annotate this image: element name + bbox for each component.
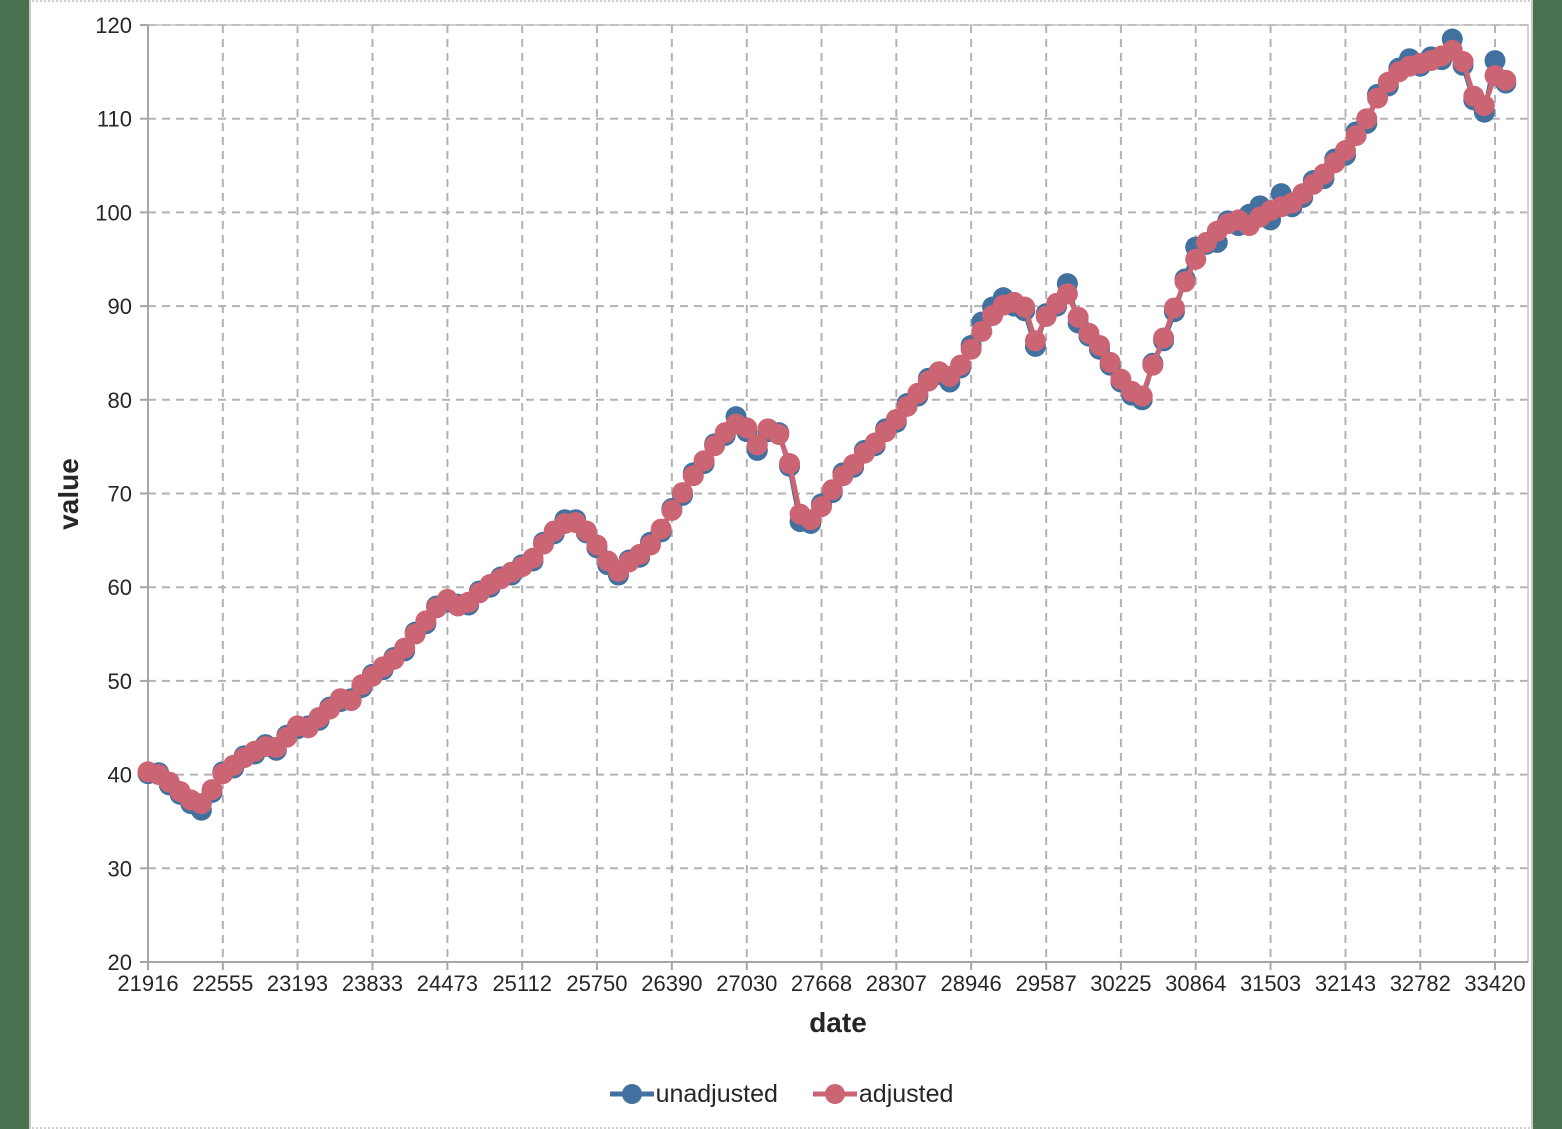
legend-label-unadjusted: unadjusted	[655, 1079, 778, 1108]
data-point-adjusted	[1185, 248, 1207, 270]
y-tick-label: 90	[108, 294, 132, 319]
data-point-adjusted	[1142, 354, 1164, 376]
data-point-adjusted	[1131, 385, 1153, 407]
data-point-adjusted	[1014, 296, 1036, 318]
x-tick-label: 23193	[267, 971, 328, 996]
x-tick-label: 28307	[866, 971, 927, 996]
data-point-adjusted	[1174, 271, 1196, 293]
series-adjusted	[137, 39, 1517, 815]
y-tick-label: 120	[95, 13, 132, 38]
data-point-adjusted	[682, 465, 704, 487]
x-tick-label: 30225	[1090, 971, 1151, 996]
data-point-adjusted	[811, 496, 832, 518]
x-tick-label: 27668	[791, 971, 852, 996]
data-point-adjusted	[779, 453, 801, 475]
x-tick-label: 31503	[1240, 971, 1301, 996]
data-point-adjusted	[1334, 140, 1356, 162]
x-tick-label: 29587	[1016, 971, 1077, 996]
data-point-adjusted	[586, 534, 608, 556]
y-tick-label: 20	[108, 950, 132, 975]
x-tick-label: 23833	[342, 971, 403, 996]
data-point-adjusted	[1495, 69, 1517, 91]
data-point-adjusted	[672, 482, 694, 504]
data-point-adjusted	[650, 518, 672, 540]
data-point-adjusted	[960, 338, 982, 360]
legend-marker-adjusted-icon	[812, 1084, 857, 1104]
y-tick-label: 100	[95, 200, 132, 225]
data-point-adjusted	[736, 417, 758, 439]
x-tick-label: 27030	[716, 971, 777, 996]
x-tick-label: 25112	[492, 971, 552, 996]
x-tick-label: 21916	[117, 971, 178, 996]
y-tick-label: 40	[108, 763, 132, 788]
x-tick-label: 32782	[1390, 971, 1451, 996]
chart-legend: unadjusted adjusted	[31, 1072, 1531, 1116]
x-tick-label: 30864	[1165, 971, 1226, 996]
data-point-adjusted	[1067, 306, 1089, 328]
page-background-right-band	[1533, 0, 1562, 1129]
data-point-adjusted	[1024, 330, 1046, 352]
data-point-adjusted	[639, 534, 661, 556]
data-point-adjusted	[340, 690, 362, 712]
y-tick-label: 50	[108, 669, 132, 694]
data-point-unadjusted	[1484, 50, 1506, 72]
data-point-adjusted	[768, 423, 790, 445]
data-point-adjusted	[1356, 108, 1378, 130]
x-tick-label: 26390	[641, 971, 702, 996]
data-point-adjusted	[201, 779, 223, 801]
data-point-adjusted	[1056, 283, 1078, 305]
data-point-adjusted	[661, 499, 683, 521]
y-tick-label: 60	[108, 575, 132, 600]
y-axis-title: value	[53, 458, 84, 530]
data-point-adjusted	[746, 434, 768, 456]
x-tick-label: 25750	[566, 971, 627, 996]
x-tick-label: 33420	[1464, 971, 1525, 996]
page-background-left-band	[0, 0, 29, 1129]
data-point-adjusted	[1088, 334, 1110, 356]
legend-label-adjusted: adjusted	[858, 1079, 954, 1108]
data-point-adjusted	[1099, 351, 1121, 373]
x-tick-label: 24473	[417, 971, 478, 996]
x-tick-label: 32143	[1315, 971, 1376, 996]
data-point-adjusted	[971, 320, 993, 342]
y-tick-label: 70	[108, 482, 132, 507]
legend-marker-unadjusted-icon	[609, 1084, 654, 1104]
data-point-adjusted	[1345, 125, 1367, 147]
legend-item-unadjusted[interactable]: unadjusted	[609, 1080, 778, 1109]
y-tick-label: 80	[108, 388, 132, 413]
axes	[140, 24, 1529, 970]
y-tick-label: 30	[108, 856, 132, 881]
data-point-adjusted	[950, 354, 972, 376]
data-series[interactable]	[137, 28, 1517, 821]
y-tick-label: 110	[97, 107, 132, 132]
data-point-adjusted	[1163, 297, 1185, 319]
data-point-adjusted	[1153, 327, 1175, 349]
x-tick-label: 28946	[941, 971, 1002, 996]
data-point-adjusted	[1367, 87, 1389, 109]
x-tick-label: 22555	[192, 971, 253, 996]
data-point-adjusted	[1452, 51, 1474, 73]
data-point-adjusted	[1473, 95, 1495, 117]
x-axis-title: date	[809, 1007, 867, 1038]
tick-labels: 21916 22555 23193 23833 24473 25112 25750 26390…	[95, 13, 1525, 996]
data-point-adjusted	[693, 450, 715, 472]
legend-item-adjusted[interactable]: adjusted	[812, 1079, 954, 1109]
